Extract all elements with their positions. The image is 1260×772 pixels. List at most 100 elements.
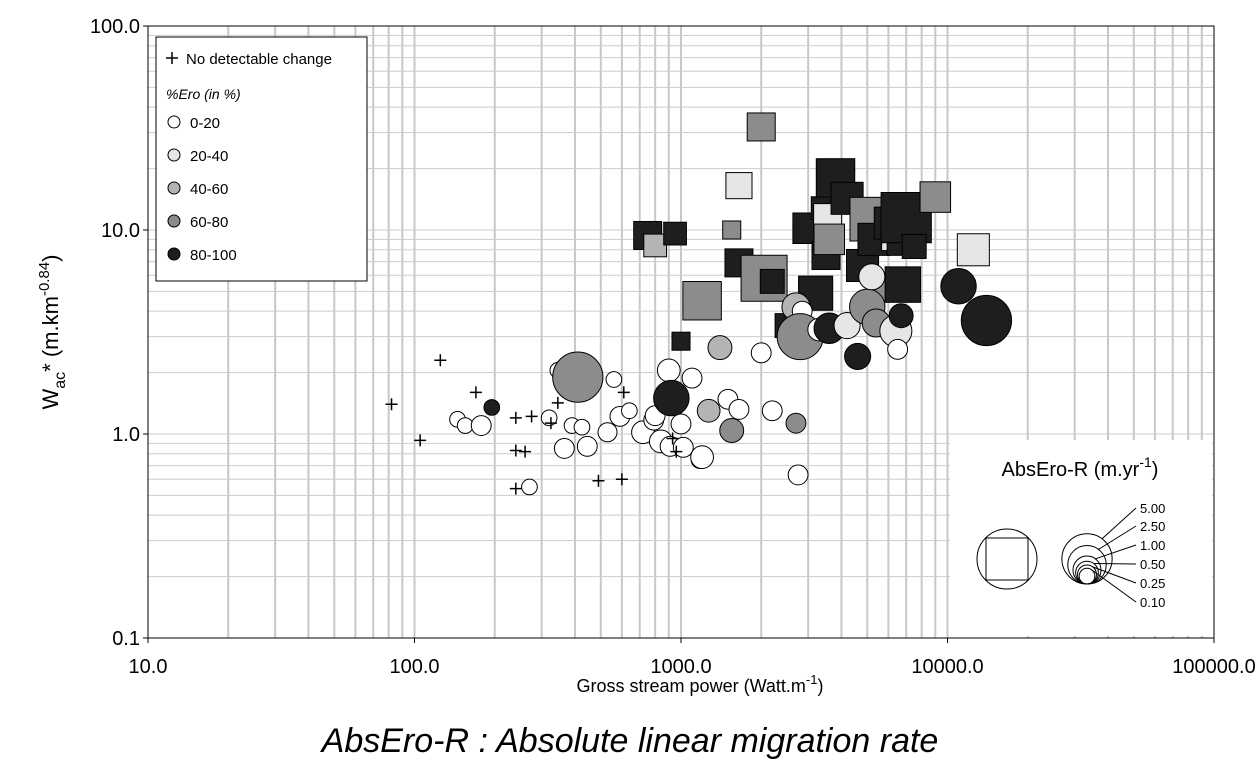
y-tick-label: 1.0 [112, 424, 140, 446]
data-point-no-change [519, 445, 532, 458]
data-marks [385, 112, 1013, 496]
y-tick-label: 100.0 [90, 16, 140, 38]
data-point-circle [761, 400, 783, 422]
data-point-circle [785, 412, 807, 434]
data-point-circle [470, 415, 492, 436]
data-point-circle [690, 445, 714, 470]
size-legend-label: 2.50 [1140, 519, 1165, 534]
legend: No detectable change %Ero (in %) 0-20 20-… [155, 36, 368, 282]
size-legend-leader [1095, 544, 1137, 560]
data-point-circle [719, 418, 745, 443]
data-point-square [725, 172, 753, 200]
data-point-no-change [670, 445, 683, 458]
axis-ticks: 10.0 100.0 1000.0 10000.0 100000.0 0.1 1.0 10.0… [90, 16, 1256, 678]
x-tick-label: 10000.0 [911, 656, 983, 678]
data-point-circle [844, 342, 872, 370]
data-point-square [884, 266, 922, 303]
y-tick-label: 0.1 [112, 628, 140, 650]
data-point-circle [707, 335, 733, 361]
data-point-circle [573, 418, 591, 436]
data-point-no-change [615, 473, 628, 486]
data-point-circle [553, 437, 575, 459]
data-point-circle [940, 268, 977, 305]
data-point-circle [552, 351, 604, 403]
legend-ero-title: %Ero (in %) [166, 86, 241, 102]
data-point-circle [521, 478, 538, 496]
data-point-circle [696, 398, 721, 423]
data-point-circle [858, 263, 886, 291]
legend-class-label: 0-20 [190, 115, 220, 132]
data-point-circle [653, 379, 690, 417]
legend-class-label: 40-60 [190, 181, 228, 198]
size-legend-circle [1078, 567, 1096, 585]
size-legend-circles: 5.00 2.50 1.00 0.50 0.25 0.10 [1061, 501, 1165, 610]
data-point-no-change [617, 386, 630, 399]
legend-class-marker [167, 148, 181, 162]
x-tick-label: 100.0 [389, 656, 439, 678]
legend-class-label: 20-40 [190, 148, 228, 165]
data-point-circle [670, 413, 692, 435]
data-point-circle [605, 371, 623, 388]
data-point-circle [887, 338, 909, 360]
figure-caption: AbsEro-R : Absolute linear migration rat… [321, 722, 939, 760]
size-legend-shape-circle [976, 528, 1038, 590]
data-point-no-change [509, 444, 522, 457]
data-point-no-change [414, 434, 427, 447]
legend-class-label: 60-80 [190, 214, 228, 231]
data-point-no-change [509, 482, 522, 495]
size-legend-label: 0.50 [1140, 557, 1165, 572]
x-tick-label: 1000.0 [650, 656, 711, 678]
data-point-circle [833, 312, 861, 340]
data-point-square [643, 233, 668, 258]
data-point-square [682, 281, 722, 321]
data-point-circle [540, 409, 558, 427]
legend-class-marker [167, 247, 181, 261]
data-point-circle [621, 402, 638, 420]
data-point-no-change [525, 410, 538, 423]
size-legend-title: AbsEro-R (m.yr-1) [1002, 454, 1159, 481]
x-axis-label: Gross stream power (Watt.m-1) [577, 672, 824, 696]
legend-no-change-label: No detectable change [186, 51, 332, 68]
data-point-square [901, 234, 927, 259]
size-legend-leader [1101, 507, 1137, 540]
size-legend: AbsEro-R (m.yr-1) 5.00 2.50 1.00 0.50 0.25 0.… [950, 440, 1212, 636]
data-point-circle [597, 422, 618, 443]
data-point-circle [681, 367, 703, 389]
data-point-square [746, 112, 776, 142]
data-point-square [722, 220, 742, 240]
legend-classes: 0-20 20-40 40-60 60-80 80-100 [167, 115, 237, 264]
data-point-circle [483, 399, 501, 416]
size-legend-label: 5.00 [1140, 501, 1165, 516]
data-point-square [919, 181, 952, 213]
data-point-no-change [666, 432, 679, 445]
legend-box [155, 36, 368, 282]
y-axis-label: Wac* (m.km-0.84) [36, 255, 69, 410]
data-point-square [671, 331, 691, 351]
data-point-circle [656, 358, 681, 383]
size-legend-shape-square [985, 537, 1029, 581]
data-point-square [956, 233, 990, 267]
data-point-square [813, 223, 846, 256]
data-point-circle [750, 342, 772, 364]
data-point-circle [960, 294, 1013, 347]
size-legend-label: 0.25 [1140, 576, 1165, 591]
cross-marker-icon [166, 52, 178, 64]
data-point-no-change [434, 354, 447, 367]
data-point-circle [576, 435, 598, 457]
data-point-no-change [592, 474, 605, 487]
legend-class-marker [167, 181, 181, 195]
data-point-no-change [469, 386, 482, 399]
x-tick-label: 100000.0 [1172, 656, 1255, 678]
data-point-square [663, 221, 687, 246]
legend-class-label: 80-100 [190, 247, 237, 264]
size-legend-leader [1098, 525, 1137, 550]
data-point-no-change [551, 396, 564, 409]
legend-class-marker [167, 214, 181, 228]
size-legend-leader [1091, 569, 1137, 603]
size-legend-label: 1.00 [1140, 538, 1165, 553]
data-point-no-change [385, 398, 398, 411]
size-legend-leader [1092, 566, 1137, 584]
data-point-circle [728, 398, 750, 420]
data-point-no-change [509, 411, 522, 424]
